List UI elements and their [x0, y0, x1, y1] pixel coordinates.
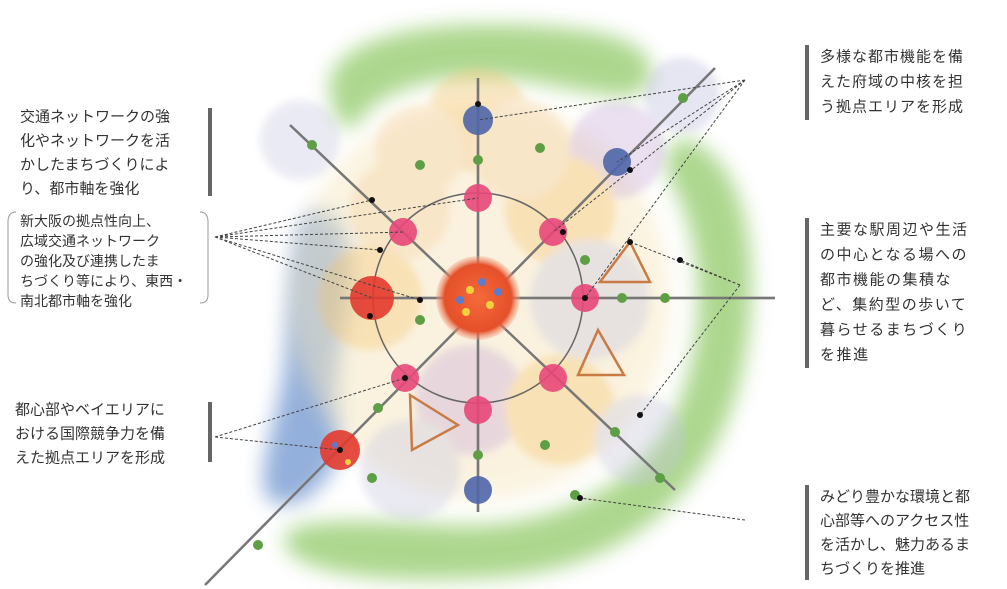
- callout-line: 主要な駅周辺や生活: [820, 221, 969, 239]
- callout-line: 都心部やベイエリアに: [15, 401, 165, 419]
- callout-line: ちづくりを推進: [820, 560, 925, 578]
- callout-line: 交通ネットワークの強: [20, 108, 170, 126]
- triangles: [408, 239, 653, 453]
- callout-line: 南北都市軸を強化: [20, 293, 132, 310]
- callout-line: を推進: [820, 346, 870, 364]
- callout-line: 都市機能の集積な: [820, 271, 952, 289]
- callout-line: おける国際競争力を備: [15, 425, 165, 443]
- callout-line: かしたまちづくりによ: [20, 156, 170, 174]
- callout-line: ど、集約型の歩いて: [820, 296, 967, 314]
- callout-line: の中心となる場への: [820, 246, 968, 264]
- callout-line: 多様な都市機能を備: [820, 48, 964, 66]
- text-bars: [7, 45, 809, 580]
- nodes: [253, 93, 688, 550]
- callout-line: う拠点エリアを形成: [820, 98, 964, 116]
- callout-line: ちづくり等により、東西・: [20, 273, 187, 290]
- callout-line: 広域交通ネットワーク: [20, 233, 160, 250]
- callout-line: えた府域の中核を担: [820, 73, 964, 91]
- callout-line: の強化及び連携したま: [20, 254, 160, 270]
- callout-line: えた拠点エリアを形成: [15, 449, 165, 467]
- markers: [337, 101, 683, 501]
- callouts: 交通ネットワークの強化やネットワークを活かしたまちづくりにより、都市軸を強化新大…: [15, 48, 970, 578]
- callout-line: 心部等へのアクセス性: [820, 512, 969, 530]
- callout-line: 化やネットワークを活: [20, 132, 170, 150]
- callout-line: を活かし、魅力あるま: [820, 536, 970, 554]
- callout-line: り、都市軸を強化: [20, 180, 139, 198]
- callout-line: 新大阪の拠点性向上、: [20, 214, 160, 230]
- callout-line: みどり豊かな環境と都: [820, 488, 970, 506]
- zones: [260, 57, 720, 520]
- leader-lines: [214, 79, 746, 521]
- callout-line: 暮らせるまちづくり: [820, 321, 968, 339]
